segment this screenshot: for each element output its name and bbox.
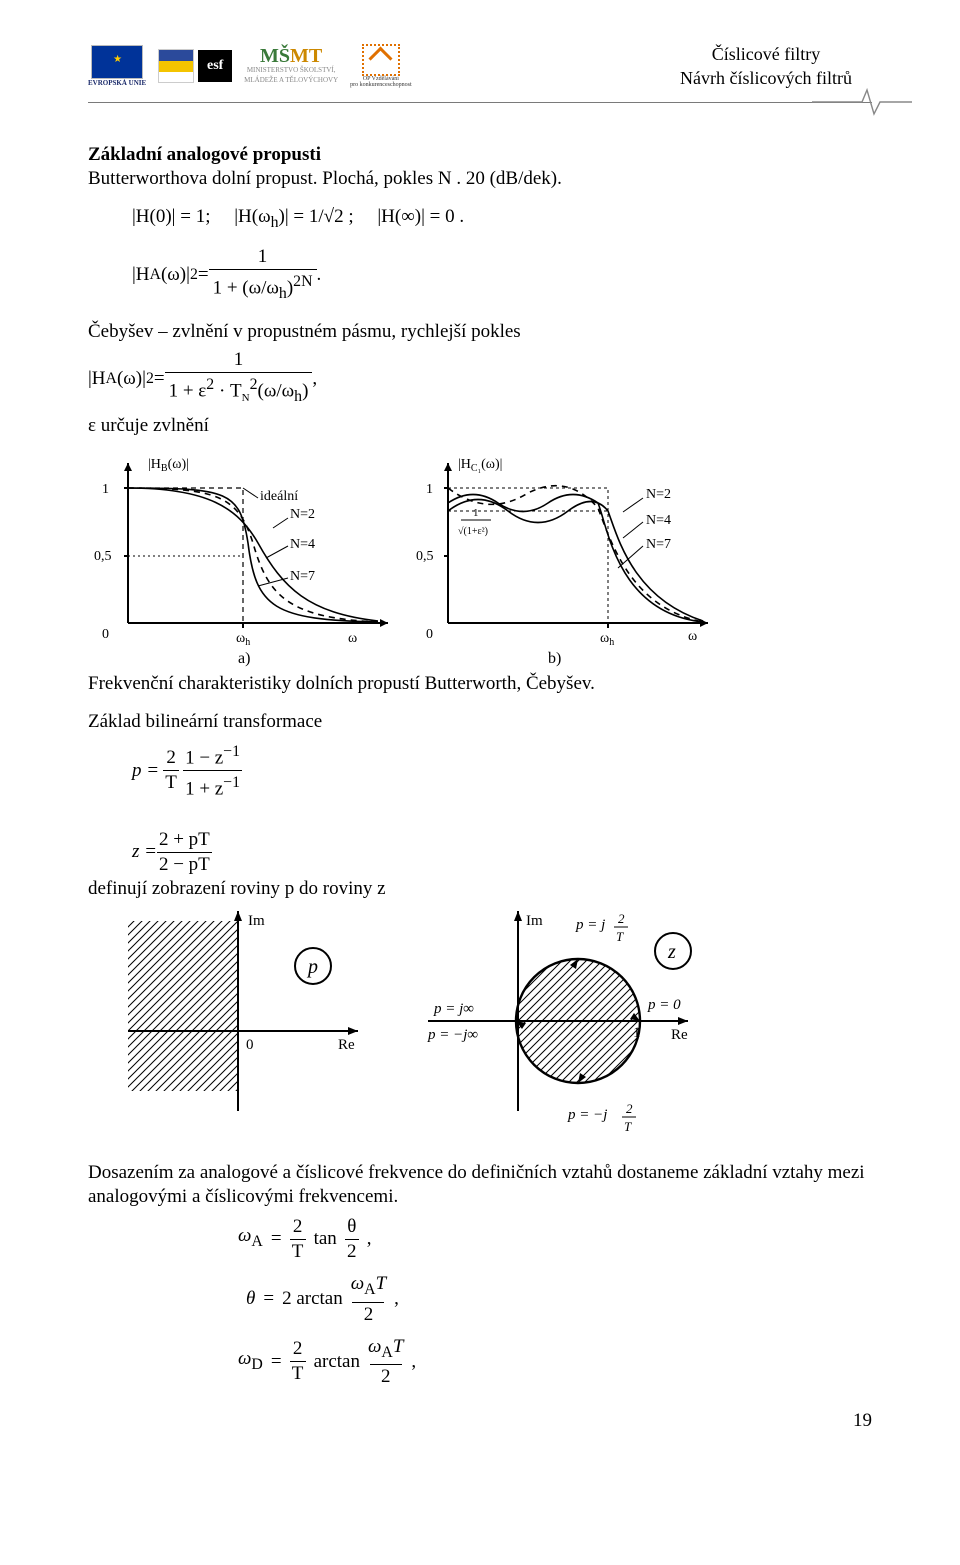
esf-text-icon: esf: [198, 50, 232, 82]
svg-text:ωh: ωh: [236, 631, 250, 648]
para-butterworth: Butterworthova dolní propust. Plochá, po…: [88, 167, 872, 191]
svg-text:|HB(ω)|: |HB(ω)|: [148, 457, 189, 474]
eu-flag-icon: [91, 45, 143, 79]
svg-text:0,5: 0,5: [416, 549, 434, 564]
para-bilinear: Základ bilineární transformace: [88, 710, 872, 734]
pulse-icon: [812, 84, 912, 120]
caption-freq: Frekvenční charakteristiky dolních propu…: [88, 672, 872, 696]
svg-text:N=4: N=4: [646, 513, 671, 528]
svg-text:ωh: ωh: [600, 631, 614, 648]
svg-text:2: 2: [626, 1101, 633, 1116]
svg-text:T: T: [616, 929, 624, 944]
header-title-1: Číslicové filtry: [680, 42, 852, 66]
op-logo: OP Vzdělávánípro konkurenceschopnost: [350, 44, 412, 88]
svg-text:0: 0: [426, 627, 433, 642]
svg-text:√(1+ε²): √(1+ε²): [458, 526, 488, 537]
page-header: EVROPSKÁ UNIE esf MŠMT MINISTERSTVO ŠKOL…: [88, 30, 872, 103]
esf-logo: esf: [158, 49, 232, 83]
para-mapping: definují zobrazení roviny p do roviny z: [88, 877, 872, 901]
para-substitution: Dosazením za analogové a číslicové frekv…: [88, 1161, 872, 1209]
eq-h-boundary: |H(0)| = 1; |H(ωh)| = 1/√2 ; |H(∞)| = 0 …: [132, 205, 872, 235]
svg-text:1: 1: [426, 482, 433, 497]
eq-bilinear-p: p = 2 T 1 − z−1 1 + z−1: [132, 740, 872, 802]
esf-flag-icon: [158, 49, 194, 83]
freq-response-svg: |HB(ω)| 1 0,5 0 ideální: [88, 448, 728, 668]
section-heading: Základní analogové propusti: [88, 143, 872, 167]
svg-text:0: 0: [102, 627, 109, 642]
svg-text:N=2: N=2: [290, 507, 315, 522]
eu-label: EVROPSKÁ UNIE: [88, 79, 146, 87]
svg-text:N=7: N=7: [646, 537, 671, 552]
svg-text:Im: Im: [248, 913, 265, 929]
svg-text:a): a): [238, 650, 250, 667]
svg-text:p = j∞: p = j∞: [433, 1001, 474, 1017]
page-number: 19: [88, 1409, 872, 1433]
svg-text:ω: ω: [348, 631, 357, 646]
svg-text:Im: Im: [526, 913, 543, 929]
svg-text:2: 2: [618, 911, 625, 926]
para-epsilon: ε určuje zvlnění: [88, 414, 872, 438]
svg-text:p = j: p = j: [575, 917, 605, 933]
svg-text:0,5: 0,5: [94, 549, 112, 564]
svg-text:0: 0: [246, 1037, 254, 1053]
page-content: Základní analogové propusti Butterwortho…: [88, 103, 872, 1433]
svg-text:p = −j: p = −j: [567, 1107, 607, 1123]
msmt-logo: MŠMT MINISTERSTVO ŠKOLSTVÍ, MLÁDEŽE A TĚ…: [244, 49, 338, 84]
eu-logo: EVROPSKÁ UNIE: [88, 45, 146, 87]
eq-wa: ωA = 2 T tan θ 2 ,: [238, 1215, 872, 1264]
logo-strip: EVROPSKÁ UNIE esf MŠMT MINISTERSTVO ŠKOL…: [88, 44, 412, 88]
eq-chebyshev-mag: |HA(ω)|2 = 1 1 + ε2 · TN2(ω/ωh) ,: [88, 348, 872, 410]
figure-frequency-response: |HB(ω)| 1 0,5 0 ideální: [88, 448, 872, 668]
figure-plane-mapping: Im Re 0 p Im Re: [88, 911, 872, 1131]
svg-text:1: 1: [102, 482, 109, 497]
svg-text:Re: Re: [671, 1027, 688, 1043]
eq-butterworth-mag: |HA(ω)|2 = 1 1 + (ω/ωh)2N .: [132, 245, 872, 306]
eq-wd: ωD = 2 T arctan ωAT 2 ,: [238, 1335, 872, 1390]
svg-text:b): b): [548, 650, 561, 667]
eq-theta: θ = 2 arctan ωAT 2 ,: [246, 1272, 872, 1327]
svg-text:ω: ω: [688, 629, 697, 644]
svg-text:p = 0: p = 0: [647, 997, 681, 1013]
svg-text:ideální: ideální: [260, 489, 298, 504]
eq-bilinear-z: z = 2 + pT 2 − pT: [132, 828, 872, 877]
svg-text:T: T: [624, 1119, 632, 1131]
svg-text:z: z: [667, 941, 676, 963]
svg-text:1: 1: [633, 1025, 641, 1041]
svg-text:N=2: N=2: [646, 487, 671, 502]
svg-text:1: 1: [473, 507, 479, 519]
svg-text:N=4: N=4: [290, 537, 315, 552]
plane-mapping-svg: Im Re 0 p Im Re: [88, 911, 728, 1131]
op-arrow-icon: [362, 44, 400, 76]
svg-text:N=7: N=7: [290, 569, 315, 584]
para-chebyshev: Čebyšev – zvlnění v propustném pásmu, ry…: [88, 320, 872, 344]
svg-text:Re: Re: [338, 1037, 355, 1053]
svg-text:p: p: [306, 956, 318, 978]
svg-text:p = −j∞: p = −j∞: [427, 1027, 478, 1043]
header-titles: Číslicové filtry Návrh číslicových filtr…: [680, 42, 872, 90]
svg-text:|HC₁(ω)|: |HC₁(ω)|: [458, 457, 502, 474]
